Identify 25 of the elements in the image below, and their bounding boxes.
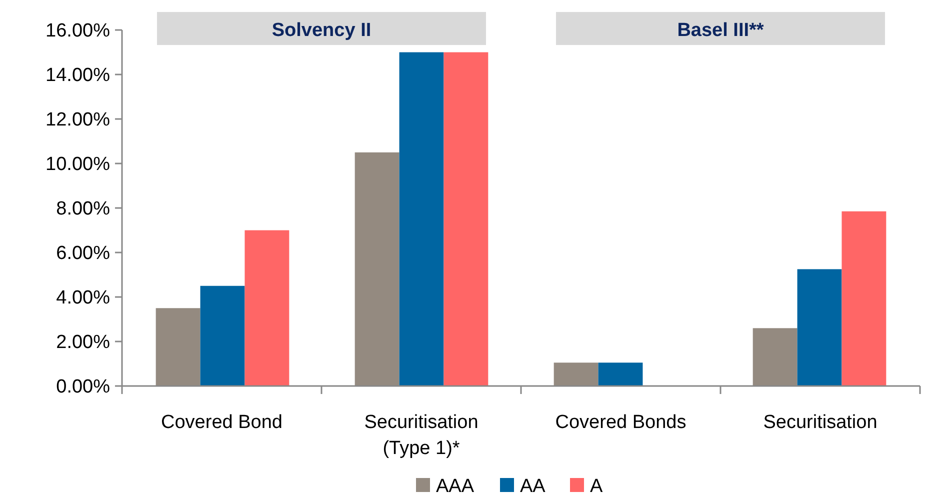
- legend-label: AAA: [436, 476, 474, 497]
- y-tick-label: 4.00%: [56, 288, 110, 309]
- x-tick-label: Securitisation (Type 1)*: [364, 412, 478, 459]
- annotation: Solvency II: [272, 20, 372, 41]
- x-tick-label: Covered Bonds: [555, 412, 686, 433]
- legend-label: A: [590, 476, 603, 497]
- bar: [244, 230, 290, 386]
- bar: [797, 269, 842, 386]
- y-tick-label: 16.00%: [46, 20, 110, 42]
- x-tick-label: Securitisation: [763, 412, 878, 433]
- annotation: Basel III**: [677, 20, 764, 41]
- y-tick-label: 6.00%: [56, 243, 110, 264]
- x-tick-label: Covered Bond: [161, 412, 282, 433]
- y-tick-label: 10.00%: [46, 154, 110, 176]
- bar: [399, 52, 444, 386]
- bar: [444, 52, 488, 386]
- bar: [200, 286, 245, 386]
- y-tick-label: 8.00%: [56, 198, 110, 220]
- y-tick-label: 14.00%: [46, 65, 110, 86]
- legend-label: AA: [520, 476, 546, 497]
- y-tick-label: 12.00%: [46, 110, 110, 131]
- bar: [598, 362, 643, 386]
- y-tick-label: 2.00%: [56, 332, 110, 354]
- y-tick-label: 0.00%: [56, 376, 110, 398]
- bar: [842, 211, 886, 386]
